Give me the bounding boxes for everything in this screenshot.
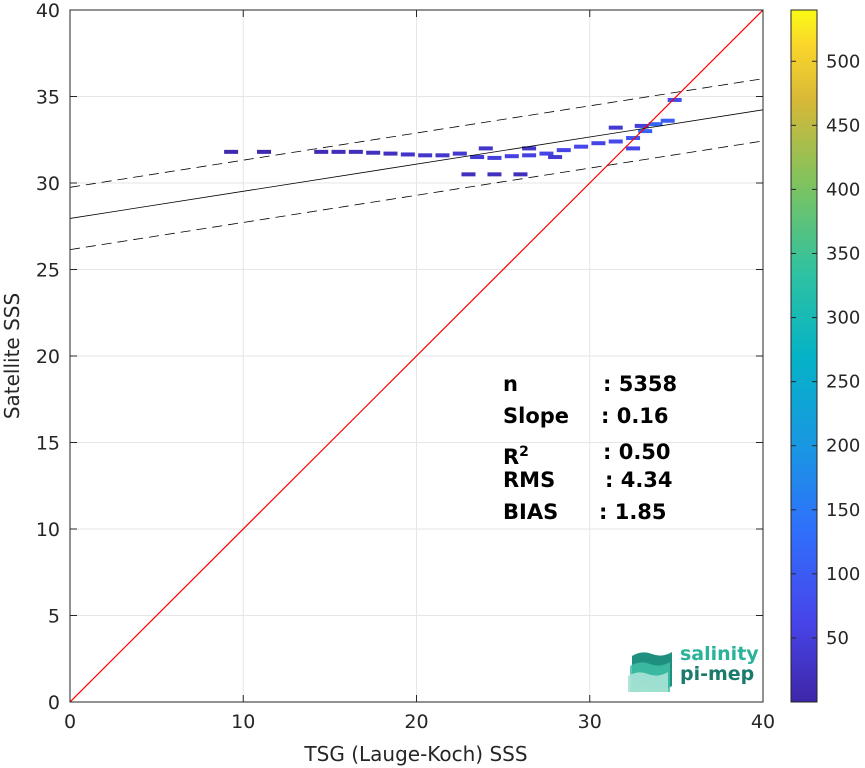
colorbar-tick-label: 500 [826,51,860,72]
logo-line2: pi-mep [680,663,755,685]
salinity-pi-mep-logo: salinity pi-mep [628,644,759,694]
stat-n-value: : 5358 [603,372,678,396]
density-cell [487,155,502,160]
density-cell [638,129,653,134]
density-cell [539,151,554,156]
confidence-bound-line [70,78,763,188]
density-cell [383,151,398,156]
colorbar-tick-label: 200 [826,436,860,457]
density-cell [487,172,502,177]
density-cell [452,151,467,156]
x-tick-label: 0 [64,711,76,733]
y-tick-label: 0 [48,692,60,714]
colorbar-tick-label: 250 [826,372,860,393]
x-tick-label: 40 [751,711,775,733]
density-cell [608,139,623,144]
logo-text: salinity pi-mep [680,644,759,684]
density-cell [660,118,675,123]
regression-line [70,109,763,219]
x-tick-label: 10 [231,711,255,733]
stat-r2-value: : 0.50 [603,440,671,464]
y-tick-label: 5 [48,606,60,628]
logo-line1: salinity [680,643,759,665]
density-cell [574,144,589,149]
x-ticks: 0 10 20 30 40 [64,10,775,733]
density-cell [461,172,476,177]
x-tick-label: 30 [578,711,602,733]
y-tick-label: 25 [36,260,60,282]
stat-rms-value: : 4.34 [605,468,673,492]
stat-r2-superscript: 2 [519,444,529,460]
colorbar-ticks: 50 100 150 200 250 300 350 400 450 500 [791,51,860,649]
density-cell [314,149,329,154]
density-cell [626,136,641,141]
stat-bias-value: : 1.85 [599,500,667,524]
density-cell [513,172,528,177]
colorbar-tick-label: 50 [826,628,849,649]
density-cell [400,152,415,157]
density-cell [331,149,346,154]
colorbar-tick-label: 350 [826,243,860,264]
plot-content [70,10,763,702]
y-tick-label: 40 [36,0,60,22]
stat-n-label: n [503,372,518,396]
density-cell [667,97,682,102]
y-axis-label: Satellite SSS [0,293,24,419]
density-cell [257,149,272,154]
density-cell [478,146,493,151]
confidence-bound-line [70,140,763,251]
y-tick-label: 30 [36,173,60,195]
colorbar-tick-label: 150 [826,500,860,521]
identity-line [70,10,763,702]
density-cell [608,125,623,130]
stat-slope-value: : 0.16 [601,404,669,428]
density-cell [556,148,571,153]
colorbar [790,9,818,703]
density-cell [366,150,381,155]
stat-bias-label: BIAS [503,500,559,524]
density-cell [470,155,485,160]
colorbar-tick-label: 100 [826,564,860,585]
density-cell [626,146,641,151]
density-cell [504,154,519,159]
density-cell [648,122,663,127]
stat-r2-letter: R [503,445,520,469]
y-tick-label: 35 [36,87,60,109]
density-cell [548,155,563,160]
stat-rms-label: RMS [503,468,556,492]
colorbar-tick-label: 300 [826,308,860,329]
density-cell [418,153,433,158]
x-tick-label: 20 [404,711,428,733]
waves-icon [628,652,672,692]
density-cell [224,149,239,154]
y-tick-label: 20 [36,346,60,368]
density-cell [591,141,606,146]
y-ticks: 0 5 10 15 20 25 30 35 40 [36,0,763,714]
density-cell [522,153,537,158]
y-tick-label: 15 [36,433,60,455]
colorbar-tick-label: 450 [826,115,860,136]
stat-slope-label: Slope [503,404,570,428]
density-cell [634,123,649,128]
density-cell [435,153,450,158]
density-cell [522,146,537,151]
colorbar-tick-label: 400 [826,179,860,200]
density-cell [348,149,363,154]
x-axis-label: TSG (Lauge-Koch) SSS [303,742,527,766]
stat-r2-label: R2 [503,436,529,473]
y-tick-label: 10 [36,519,60,541]
